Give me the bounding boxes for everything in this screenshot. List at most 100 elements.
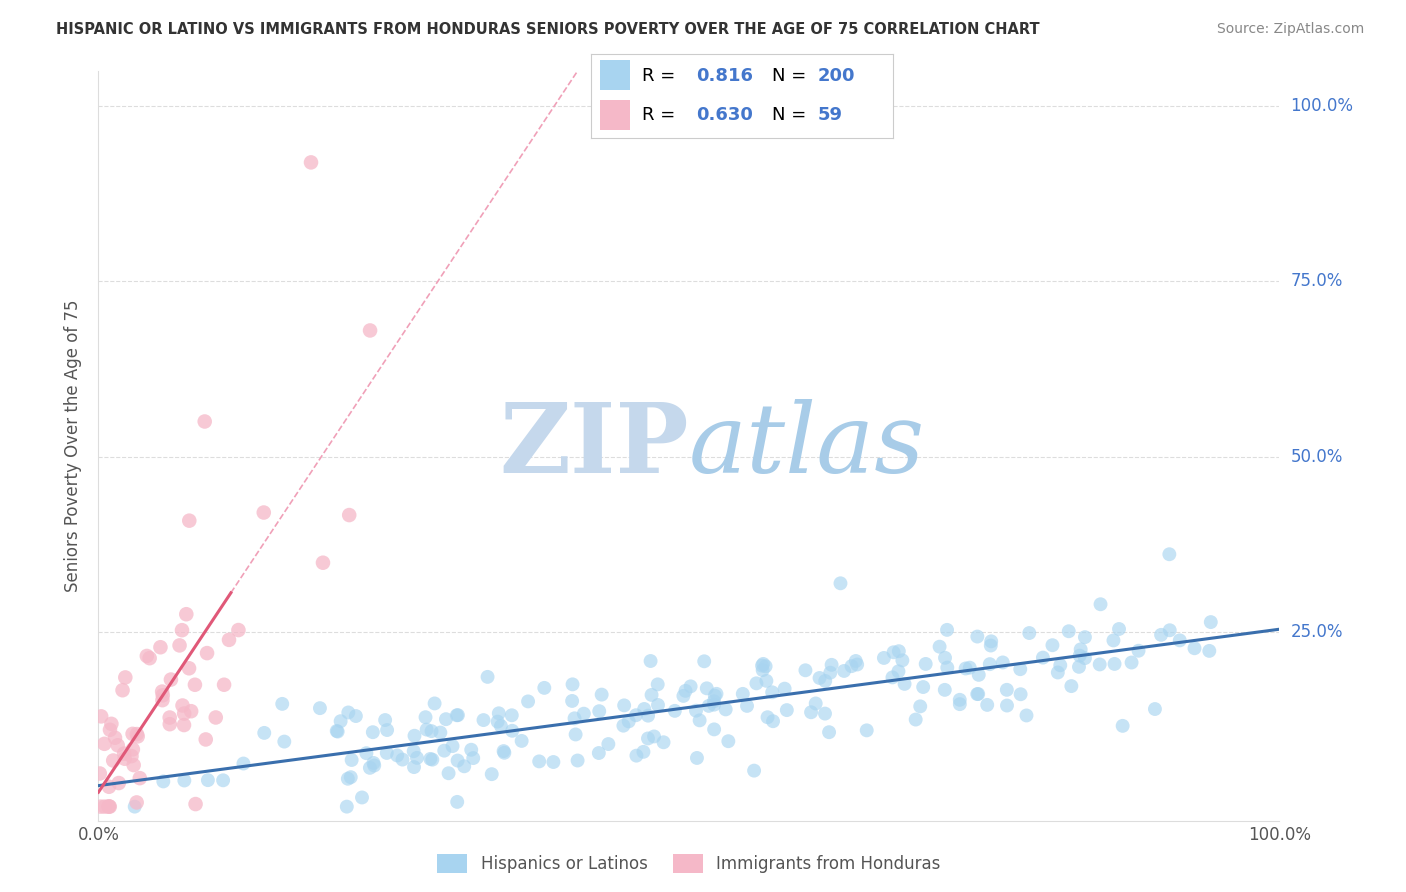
Point <box>904 713 927 727</box>
Point <box>97 799 120 814</box>
Point <box>325 723 347 738</box>
Point <box>588 704 610 718</box>
Point <box>675 683 697 698</box>
Text: ZIP: ZIP <box>499 399 689 493</box>
Point <box>1150 628 1173 642</box>
Point <box>751 658 773 673</box>
Point <box>463 751 485 765</box>
Point <box>517 694 540 708</box>
Point <box>1111 719 1133 733</box>
Point <box>337 508 360 522</box>
Point <box>121 742 143 756</box>
Point <box>751 663 773 677</box>
Point <box>510 734 533 748</box>
Point <box>89 766 111 780</box>
Point <box>179 514 201 528</box>
Point <box>959 661 981 675</box>
Point <box>979 657 1001 672</box>
Point <box>336 799 359 814</box>
Point <box>776 703 799 717</box>
FancyBboxPatch shape <box>599 100 630 130</box>
Point <box>887 665 910 679</box>
Point <box>679 679 702 693</box>
Point <box>125 727 148 741</box>
Point <box>685 704 707 718</box>
Point <box>731 687 754 701</box>
Point <box>103 754 125 768</box>
Point <box>501 723 523 738</box>
Point <box>1102 633 1125 648</box>
Point <box>420 724 443 739</box>
Point <box>643 730 665 744</box>
Point <box>934 650 956 665</box>
FancyBboxPatch shape <box>599 61 630 90</box>
Point <box>967 668 990 682</box>
Point <box>1143 702 1166 716</box>
Point <box>441 739 464 753</box>
Point <box>415 710 437 724</box>
Point <box>446 795 468 809</box>
Text: atlas: atlas <box>689 399 925 493</box>
Point <box>637 708 659 723</box>
Point <box>742 764 765 778</box>
Point <box>761 685 783 699</box>
Point <box>527 755 550 769</box>
Point <box>375 723 398 737</box>
Point <box>486 714 509 729</box>
Point <box>686 751 709 765</box>
Point <box>212 678 235 692</box>
Text: N =: N = <box>772 106 811 124</box>
Point <box>271 697 294 711</box>
Point <box>121 749 143 764</box>
Point <box>114 670 136 684</box>
Point <box>212 773 235 788</box>
Point <box>1168 633 1191 648</box>
Point <box>477 670 499 684</box>
Point <box>337 706 360 720</box>
Point <box>121 727 143 741</box>
Point <box>1067 660 1090 674</box>
Point <box>402 760 425 774</box>
Point <box>98 799 121 814</box>
Point <box>762 714 785 729</box>
Point <box>184 678 207 692</box>
Point <box>564 727 586 741</box>
Point <box>820 665 842 680</box>
Point <box>664 704 686 718</box>
Point <box>1090 597 1112 611</box>
Point <box>689 714 711 728</box>
Point <box>561 677 583 691</box>
Point <box>598 737 620 751</box>
Point <box>800 705 823 719</box>
Point <box>814 673 837 688</box>
Point <box>814 706 837 721</box>
Point <box>647 698 669 712</box>
Text: 59: 59 <box>817 106 842 124</box>
Point <box>991 656 1014 670</box>
Point <box>350 790 373 805</box>
Point <box>703 694 725 708</box>
Point <box>755 673 778 688</box>
Point <box>194 415 217 429</box>
Point <box>647 677 669 691</box>
Point <box>415 723 437 737</box>
Point <box>773 681 796 696</box>
Point <box>419 752 441 766</box>
Point <box>1010 687 1032 701</box>
Point <box>714 702 737 716</box>
Point <box>882 670 904 684</box>
Point <box>936 623 959 637</box>
Point <box>1128 644 1150 658</box>
Point <box>626 748 648 763</box>
Point <box>818 725 841 739</box>
Point <box>887 644 910 658</box>
Point <box>1199 615 1222 629</box>
Point <box>756 710 779 724</box>
Point <box>914 657 936 671</box>
Point <box>387 748 409 763</box>
Point <box>104 731 127 745</box>
Point <box>995 698 1018 713</box>
Point <box>1049 658 1071 673</box>
Point <box>794 663 817 677</box>
Legend: Hispanics or Latinos, Immigrants from Honduras: Hispanics or Latinos, Immigrants from Ho… <box>430 847 948 880</box>
